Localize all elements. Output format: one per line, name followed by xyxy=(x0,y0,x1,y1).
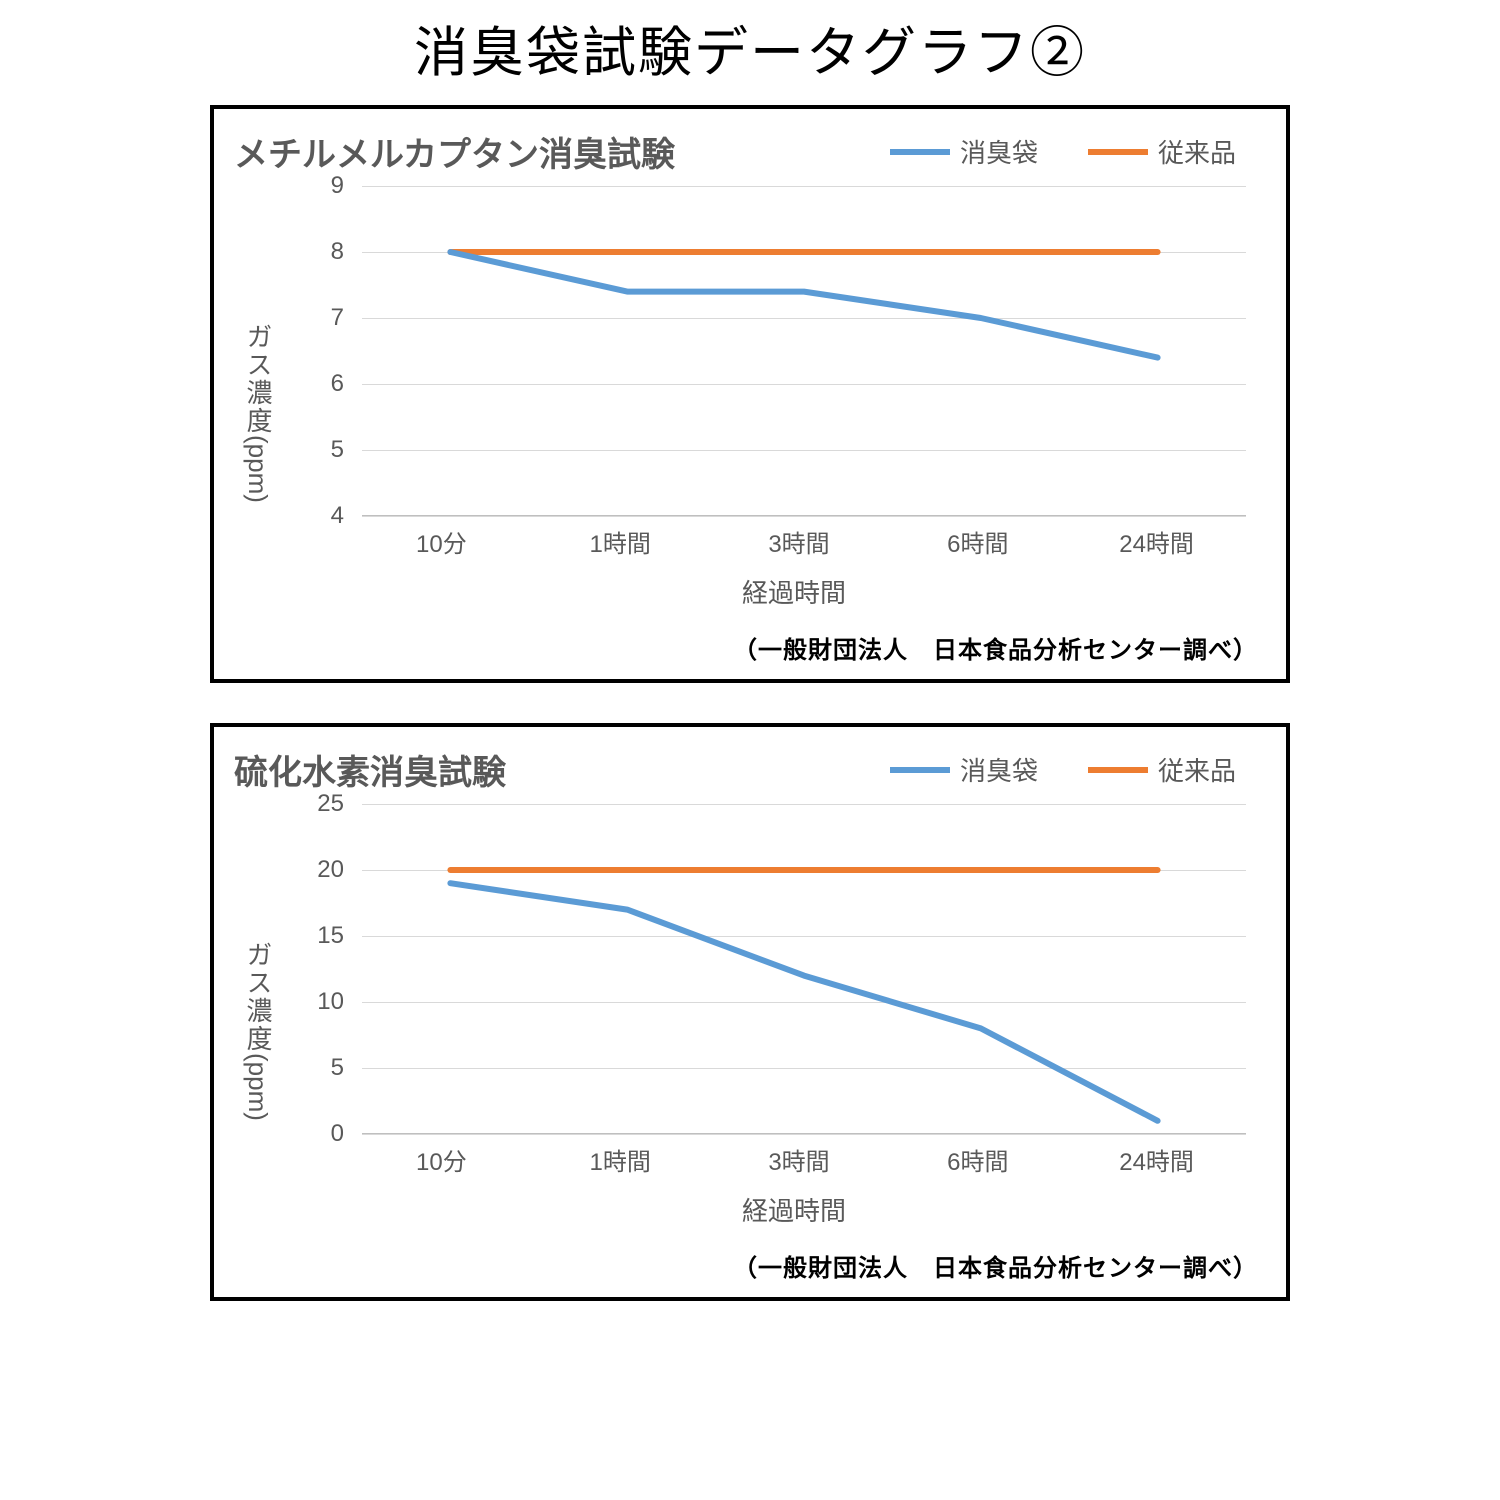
chart-1-title: メチルメルカプタン消臭試験 xyxy=(234,127,675,176)
chart-2-attribution: （一般財団法人 日本食品分析センター調べ） xyxy=(234,1248,1258,1283)
y-tick: 25 xyxy=(317,790,344,818)
chart-2-y-axis-label: ガス濃度(ppm) xyxy=(234,804,282,1228)
legend-label-series2: 従来品 xyxy=(1158,133,1236,170)
chart-1-x-axis-label: 経過時間 xyxy=(322,573,1266,610)
chart-1-attribution: （一般財団法人 日本食品分析センター調べ） xyxy=(234,630,1258,665)
chart-2: 硫化水素消臭試験 消臭袋 従来品 ガス濃度(ppm) xyxy=(210,723,1290,1301)
chart-1-legend: 消臭袋 従来品 xyxy=(890,133,1236,170)
y-tick: 6 xyxy=(331,370,344,398)
page-title: 消臭袋試験データグラフ② xyxy=(414,8,1086,87)
y-tick: 20 xyxy=(317,856,344,884)
chart-1: メチルメルカプタン消臭試験 消臭袋 従来品 ガス濃度(ppm) xyxy=(210,105,1290,683)
chart-1-plot: 456789 xyxy=(292,186,1266,516)
y-tick: 10 xyxy=(317,988,344,1016)
y-tick: 5 xyxy=(331,436,344,464)
y-tick: 5 xyxy=(331,1054,344,1082)
legend-swatch-series2 xyxy=(1088,767,1148,773)
y-tick: 15 xyxy=(317,922,344,950)
legend-swatch-series1 xyxy=(890,149,950,155)
legend-swatch-series1 xyxy=(890,767,950,773)
line-series1 xyxy=(450,883,1157,1121)
y-tick: 4 xyxy=(331,502,344,530)
y-tick: 0 xyxy=(331,1120,344,1148)
legend-item-series1: 消臭袋 xyxy=(890,133,1038,170)
x-tick: 24時間 xyxy=(1067,524,1246,559)
chart-2-plot: 0510152025 xyxy=(292,804,1266,1134)
x-tick: 1時間 xyxy=(531,1142,710,1177)
chart-2-x-axis-label: 経過時間 xyxy=(322,1191,1266,1228)
chart-2-legend: 消臭袋 従来品 xyxy=(890,751,1236,788)
legend-item-series2: 従来品 xyxy=(1088,133,1236,170)
grid-line xyxy=(362,1134,1246,1135)
legend-label-series1: 消臭袋 xyxy=(960,751,1038,788)
line-series1 xyxy=(450,252,1157,358)
legend-swatch-series2 xyxy=(1088,149,1148,155)
legend-label-series2: 従来品 xyxy=(1158,751,1236,788)
x-tick: 10分 xyxy=(352,524,531,559)
chart-2-title: 硫化水素消臭試験 xyxy=(234,745,506,794)
x-tick: 24時間 xyxy=(1067,1142,1246,1177)
y-tick: 9 xyxy=(331,172,344,200)
x-tick: 3時間 xyxy=(710,1142,889,1177)
legend-item-series2: 従来品 xyxy=(1088,751,1236,788)
chart-2-x-ticks: 10分1時間3時間6時間24時間 xyxy=(352,1142,1246,1177)
x-tick: 6時間 xyxy=(888,524,1067,559)
chart-1-y-axis-label: ガス濃度(ppm) xyxy=(234,186,282,610)
grid-line xyxy=(362,516,1246,517)
x-tick: 3時間 xyxy=(710,524,889,559)
y-tick: 7 xyxy=(331,304,344,332)
y-tick: 8 xyxy=(331,238,344,266)
legend-item-series1: 消臭袋 xyxy=(890,751,1038,788)
legend-label-series1: 消臭袋 xyxy=(960,133,1038,170)
x-tick: 6時間 xyxy=(888,1142,1067,1177)
x-tick: 1時間 xyxy=(531,524,710,559)
x-tick: 10分 xyxy=(352,1142,531,1177)
chart-1-x-ticks: 10分1時間3時間6時間24時間 xyxy=(352,524,1246,559)
